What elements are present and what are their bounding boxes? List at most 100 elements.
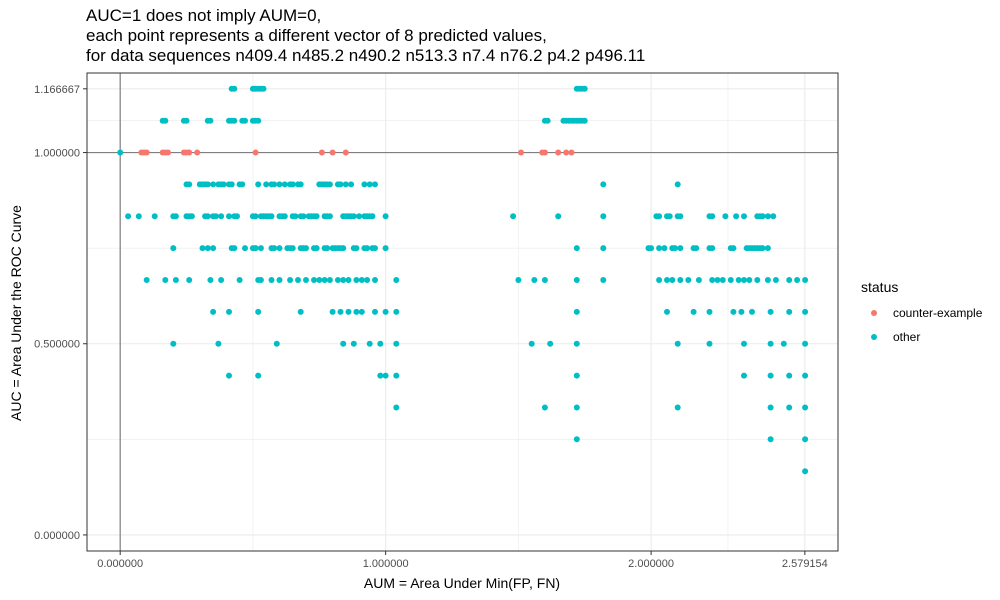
data-point-other [276,245,283,252]
data-point-other [600,277,607,283]
data-point-other [695,277,702,283]
data-point-other [207,277,214,283]
data-point-other [348,181,355,188]
data-point-other [600,245,607,252]
data-point-other [573,340,580,347]
data-point-counter-example [252,149,259,156]
data-point-other [263,181,270,188]
data-point-other [242,117,248,124]
data-point-other [382,308,389,315]
data-point-other [656,245,663,252]
data-point-other [677,213,684,220]
data-point-other [672,245,678,252]
data-point-other [573,245,580,252]
data-point-other [377,340,384,347]
data-point-other [199,245,206,252]
y-axis-ticks: 0.000000 0.500000 1.000000 1.166667 [34,84,87,542]
data-point-other [719,277,726,283]
data-point-other [345,308,352,315]
data-point-other [664,308,670,315]
data-point-other [311,277,317,283]
chart-title-line-1: AUC=1 does not imply AUM=0, [86,6,322,25]
data-point-counter-example [165,149,171,156]
data-point-other [764,213,771,220]
data-point-other [287,277,294,283]
data-point-other [255,372,262,379]
legend-key-other [871,334,877,340]
data-point-other [741,372,747,379]
data-point-other [393,404,400,411]
data-point-other [364,245,371,252]
data-point-other [271,181,278,188]
data-point-other [802,436,809,443]
data-point-other [260,85,267,92]
data-point-other [324,245,331,252]
y-axis-title: AUC = Area Under the ROC Curve [8,205,24,421]
data-point-other [204,213,211,220]
data-point-other [802,340,809,347]
data-point-other [677,245,684,252]
data-point-other [242,245,248,252]
data-point-other [220,181,227,188]
data-point-other [350,340,357,347]
data-point-other [733,213,740,220]
data-point-other [228,181,235,188]
data-point-other [661,245,668,252]
data-point-other [393,372,400,379]
data-point-other [664,277,670,283]
data-point-other [353,245,360,252]
data-point-other [255,117,262,124]
data-point-other [669,277,676,283]
data-point-other [770,213,777,220]
minor-grid [87,73,838,551]
data-point-other [656,277,663,283]
legend: status counter-example other [861,279,983,344]
data-point-other [759,245,766,252]
data-point-other [316,277,323,283]
y-tick-label: 1.000000 [34,148,80,160]
data-point-other [767,308,774,315]
data-point-other [600,213,607,220]
data-point-other [786,404,793,411]
data-point-other [674,181,681,188]
data-point-other [544,117,551,124]
data-point-other [754,277,761,283]
data-point-other [292,213,299,220]
data-point-other [364,277,371,283]
data-point-other [690,308,697,315]
data-point-other [255,308,262,315]
data-point-other [366,181,373,188]
data-point-other [372,245,378,252]
y-tick-label: 0.000000 [34,530,80,542]
data-point-other [162,277,169,283]
y-tick-label: 1.166667 [34,84,80,96]
data-point-other [361,181,368,188]
data-point-counter-example [568,149,575,156]
data-point-counter-example [541,149,548,156]
data-point-counter-example [555,149,562,156]
data-point-other [281,181,288,188]
data-point-other [231,245,238,252]
data-point-other [735,277,742,283]
data-point-other [382,213,389,220]
data-point-other [188,213,195,220]
data-point-counter-example [563,149,570,156]
data-point-other [656,213,663,220]
data-point-other [295,277,301,283]
data-point-other [268,213,275,220]
data-point-other [300,213,307,220]
data-point-other [722,213,729,220]
x-axis-title: AUM = Area Under Min(FP, FN) [364,575,560,591]
data-point-other [573,404,580,411]
data-point-other [255,181,262,188]
data-point-other [353,308,360,315]
data-point-other [281,213,288,220]
data-point-other [303,245,309,252]
data-point-other [276,277,283,283]
data-point-other [382,245,389,252]
data-point-other [231,117,238,124]
data-point-other [709,213,716,220]
data-point-other [555,213,562,220]
data-point-other [786,372,793,379]
legend-label-counter-example: counter-example [893,306,983,320]
